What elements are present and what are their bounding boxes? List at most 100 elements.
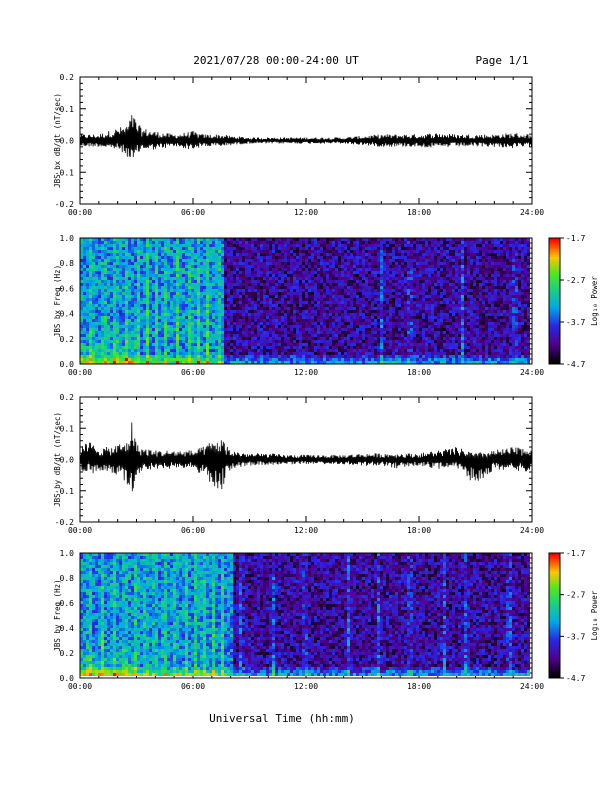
spectrogram-cell <box>191 337 194 340</box>
spectrogram-cell <box>143 274 146 277</box>
spectrogram-cell <box>356 334 359 337</box>
spectrogram-cell <box>137 322 140 325</box>
spectrogram-cell <box>209 295 212 298</box>
spectrogram-cell <box>230 271 233 274</box>
spectrogram-cell <box>191 361 194 364</box>
spectrogram-cell <box>323 277 326 280</box>
spectrogram-cell <box>389 349 392 352</box>
spectrogram-cell <box>266 361 269 364</box>
spectrogram-cell <box>326 280 329 283</box>
spectrogram-cell <box>176 241 179 244</box>
spectrogram-cell <box>245 250 248 253</box>
spectrogram-cell <box>110 265 113 268</box>
spectrogram-cell <box>296 283 299 286</box>
spectrogram-cell <box>137 262 140 265</box>
spectrogram-cell <box>122 238 125 241</box>
spectrogram-cell <box>308 319 311 322</box>
spectrogram-cell <box>95 268 98 271</box>
spectrogram-cell <box>143 313 146 316</box>
spectrogram-cell <box>122 277 125 280</box>
spectrogram-cell <box>419 247 422 250</box>
spectrogram-cell <box>227 340 230 343</box>
spectrogram-cell <box>308 307 311 310</box>
spectrogram-cell <box>398 316 401 319</box>
spectrogram-cell <box>302 301 305 304</box>
spectrogram-cell <box>347 268 350 271</box>
spectrogram-cell <box>389 295 392 298</box>
spectrogram-cell <box>287 250 290 253</box>
spectrogram-cell <box>179 349 182 352</box>
spectrogram-cell <box>281 337 284 340</box>
spectrogram-cell <box>131 244 134 247</box>
spectrogram-cell <box>185 286 188 289</box>
spectrogram-cell <box>290 259 293 262</box>
spectrogram-cell <box>269 295 272 298</box>
spectrogram-cell <box>119 301 122 304</box>
spectrogram-cell <box>365 274 368 277</box>
spectrogram-cell <box>398 238 401 241</box>
spectrogram-cell <box>242 346 245 349</box>
spectrogram-cell <box>287 271 290 274</box>
spectrogram-cell <box>218 334 221 337</box>
spectrogram-cell <box>251 295 254 298</box>
spectrogram-cell <box>281 256 284 259</box>
spectrogram-cell <box>242 331 245 334</box>
spectrogram-cell <box>194 238 197 241</box>
spectrogram-cell <box>233 310 236 313</box>
spectrogram-cell <box>332 307 335 310</box>
spectrogram-cell <box>359 307 362 310</box>
spectrogram-cell <box>326 274 329 277</box>
spectrogram-cell <box>296 277 299 280</box>
spectrogram-cell <box>386 304 389 307</box>
spectrogram-cell <box>308 289 311 292</box>
spectrogram-cell <box>227 349 230 352</box>
spectrogram-cell <box>293 352 296 355</box>
spectrogram-cell <box>209 322 212 325</box>
spectrogram-cell <box>278 319 281 322</box>
spectrogram-cell <box>356 304 359 307</box>
spectrogram-cell <box>413 277 416 280</box>
spectrogram-cell <box>89 328 92 331</box>
spectrogram-cell <box>152 358 155 361</box>
spectrogram-cell <box>287 295 290 298</box>
spectrogram-cell <box>176 244 179 247</box>
spectrogram-cell <box>191 271 194 274</box>
spectrogram-cell <box>332 271 335 274</box>
spectrogram-cell <box>374 277 377 280</box>
spectrogram-cell <box>296 265 299 268</box>
spectrogram-cell <box>389 361 392 364</box>
spectrogram-cell <box>251 250 254 253</box>
spectrogram-cell <box>143 265 146 268</box>
spectrogram-cell <box>365 310 368 313</box>
spectrogram-cell <box>380 298 383 301</box>
spectrogram-cell <box>392 238 395 241</box>
spectrogram-cell <box>188 268 191 271</box>
spectrogram-cell <box>98 265 101 268</box>
spectrogram-cell <box>341 334 344 337</box>
spectrogram-cell <box>230 238 233 241</box>
spectrogram-cell <box>329 337 332 340</box>
spectrogram-cell <box>323 244 326 247</box>
spectrogram-cell <box>257 337 260 340</box>
spectrogram-cell <box>281 328 284 331</box>
spectrogram-cell <box>389 283 392 286</box>
spectrogram-cell <box>308 358 311 361</box>
spectrogram-cell <box>167 346 170 349</box>
spectrogram-cell <box>137 253 140 256</box>
spectrogram-cell <box>338 289 341 292</box>
spectrogram-cell <box>296 259 299 262</box>
spectrogram-cell <box>173 343 176 346</box>
spectrogram-cell <box>284 301 287 304</box>
spectrogram-cell <box>404 295 407 298</box>
spectrogram-cell <box>140 343 143 346</box>
spectrogram-cell <box>254 310 257 313</box>
spectrogram-cell <box>329 322 332 325</box>
spectrogram-cell <box>83 271 86 274</box>
spectrogram-cell <box>314 337 317 340</box>
spectrogram-cell <box>338 337 341 340</box>
spectrogram-cell <box>305 343 308 346</box>
spectrogram-cell <box>341 247 344 250</box>
spectrogram-cell <box>110 313 113 316</box>
spectrogram-cell <box>275 244 278 247</box>
spectrogram-cell <box>305 259 308 262</box>
